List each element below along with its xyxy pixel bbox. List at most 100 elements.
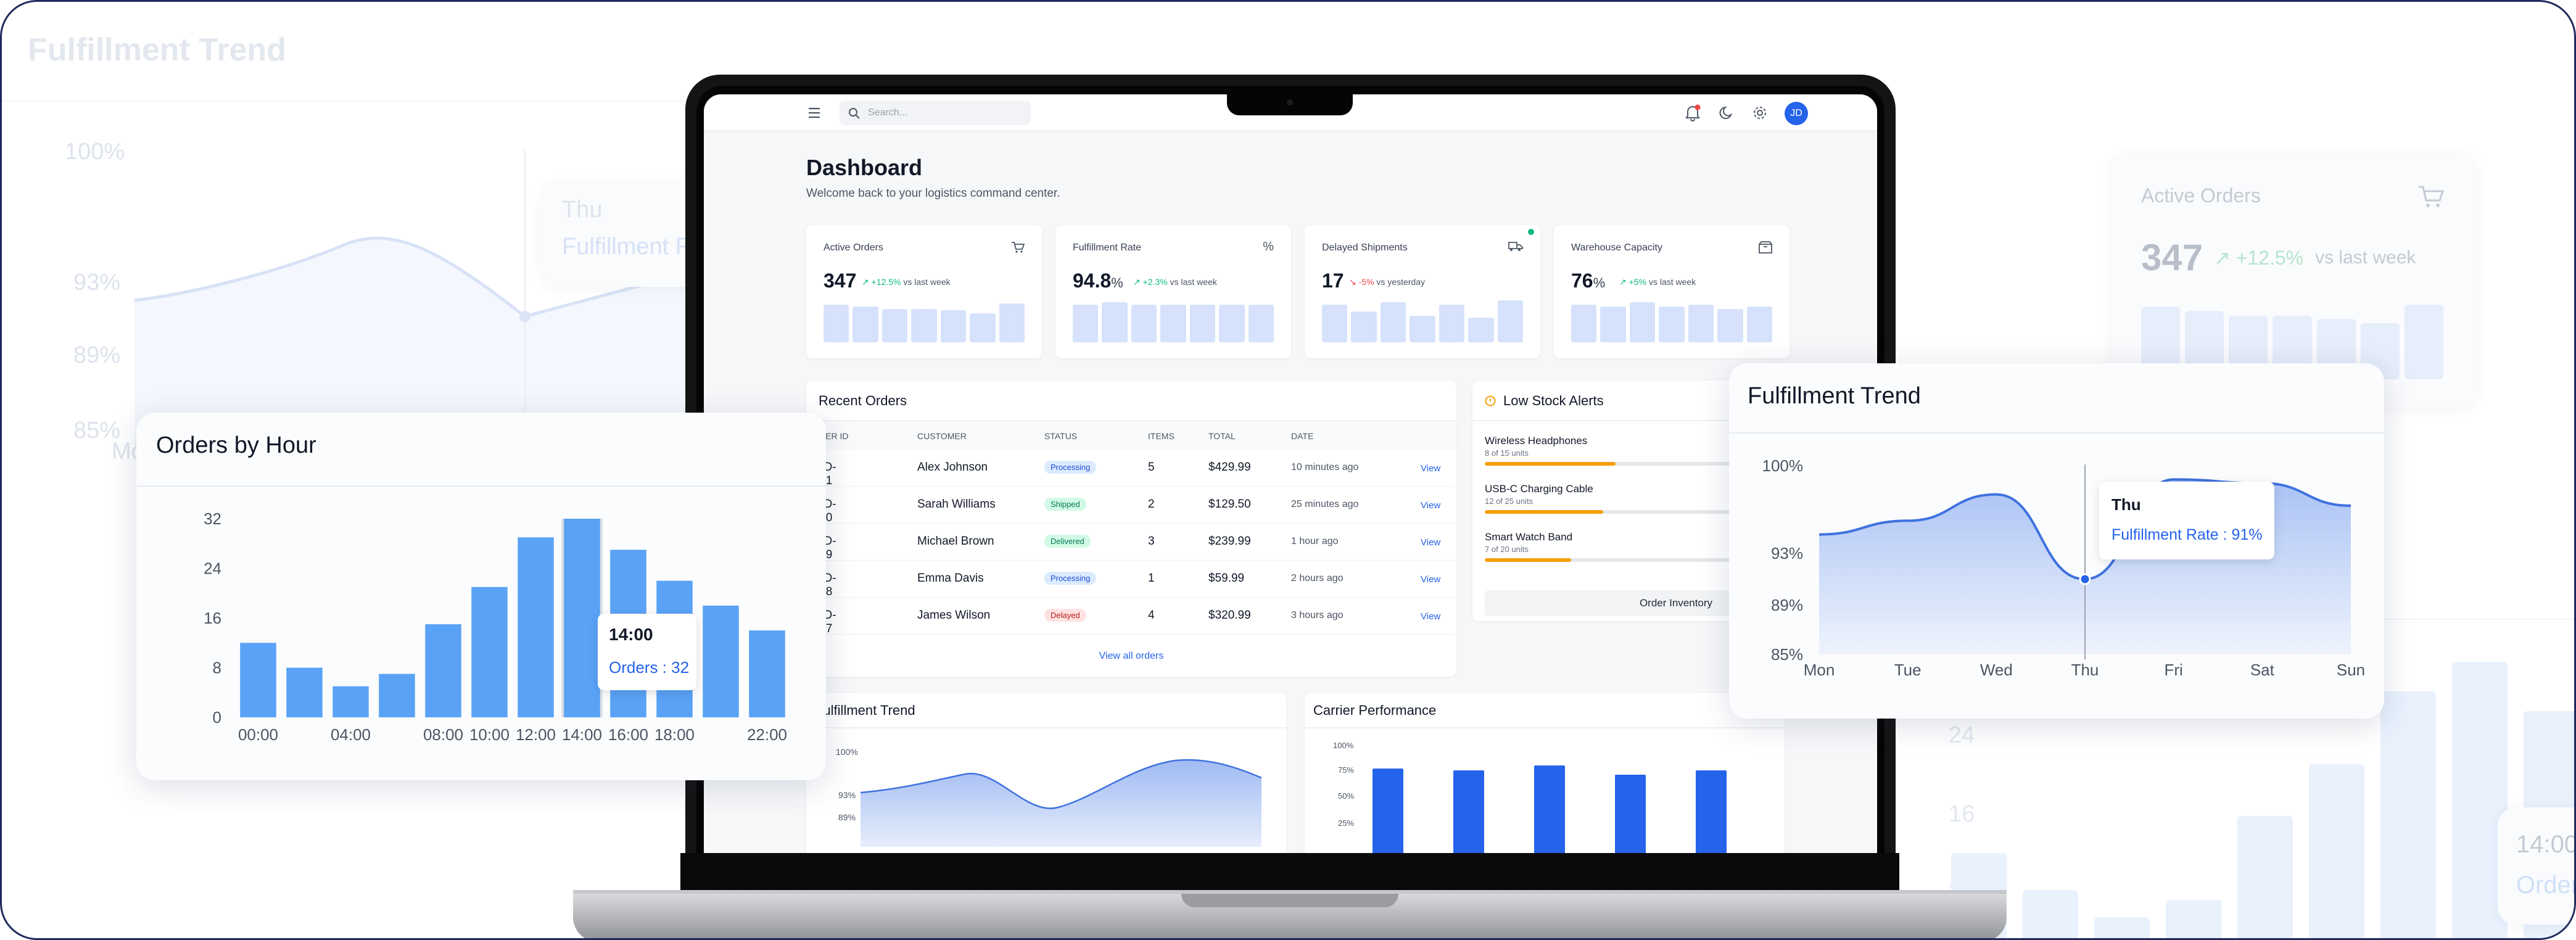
column-date: DATE [1291,431,1314,441]
bar [2380,691,2436,938]
background-active-orders-bars [2141,302,2443,379]
bar-02:00[interactable] [286,667,323,718]
hover-point[interactable] [2079,573,2091,585]
cart-icon [1012,242,1025,253]
carrier-bar [1373,768,1403,853]
search-input[interactable]: Search... [840,101,1031,125]
customer-cell: Alex Johnson [917,461,988,474]
mini-bar [1746,307,1772,342]
menu-icon[interactable] [807,107,821,119]
stat-change: ↗ +5% vs last week [1619,277,1696,287]
view-order-link[interactable]: View [1421,537,1441,548]
bar-08:00[interactable] [425,624,461,717]
stat-unit: % [1593,275,1606,291]
mini-bar [1073,304,1099,342]
status-badge: Delayed [1044,609,1086,622]
laptop-screen: Search... JD Dashboard Welcome back to y… [704,94,1877,853]
bar-06:00[interactable] [379,674,415,717]
y-tick-label: 85% [1771,645,1803,664]
stat-change-note: vs last week [903,277,951,287]
stat-card-active-orders[interactable]: Active Orders 347 ↗ +12.5% vs last week [806,225,1042,358]
divider [806,727,1286,728]
moon-icon[interactable] [1719,105,1734,120]
stat-card-warehouse-capacity[interactable]: Warehouse Capacity 76% ↗ +5% vs last wee… [1554,225,1790,358]
gear-icon[interactable] [1752,105,1767,120]
background-orders-tick-24: 24 [1949,722,1975,748]
bar-20:00[interactable] [703,605,739,717]
view-all-orders-link[interactable]: View all orders [1099,651,1164,661]
stat-card-delayed-shipments[interactable]: Delayed Shipments 17 ↘ -5% vs yesterday [1305,225,1540,358]
view-order-link[interactable]: View [1421,500,1441,511]
view-order-link[interactable]: View [1421,611,1441,622]
x-tick-label: 12:00 [516,725,556,744]
stat-change-note: vs last week [1170,277,1217,287]
laptop-base-groove [1181,894,1398,907]
bar-00:00[interactable] [240,643,276,717]
column-items: ITEMS [1148,431,1174,441]
bar [2166,900,2221,938]
orders-bar-chart: 0 8 16 24 32 00:00 04:00 08:00 10:00 12:00 14:00 16… [204,509,787,744]
status-badge: Delivered [1044,535,1091,548]
mini-bar [911,309,937,342]
mini-bar [1439,304,1465,342]
y-tick-label: 32 [204,509,221,528]
bar [2404,305,2443,379]
x-tick-label: Sat [2250,661,2275,679]
background-tick-85: 85% [73,418,121,443]
x-tick-label: 16:00 [608,725,648,744]
bar-14:00[interactable] [564,519,600,717]
items-cell: 4 [1148,609,1155,622]
x-tick-label: Fri [2165,661,2183,679]
divider [136,485,826,487]
stat-mini-bars [1322,298,1523,342]
stock-item-detail: 7 of 20 units [1485,545,1529,554]
background-change-value: +12.5% [2235,247,2304,269]
x-tick-label: 04:00 [331,725,371,744]
bar-10:00[interactable] [471,587,508,717]
total-cell: $59.99 [1208,572,1245,585]
items-cell: 3 [1148,535,1155,548]
x-tick-label: Thu [2071,661,2099,679]
date-cell: 2 hours ago [1291,573,1344,583]
stock-item-name: Wireless Headphones [1485,435,1588,447]
mini-bar [1131,304,1157,342]
stock-level-track [1485,510,1732,514]
carrier-performance-panel: Carrier Performance 100% 75% 50% 25% [1305,693,1785,853]
bell-icon[interactable] [1685,104,1701,122]
x-tick-label: 18:00 [654,725,695,744]
total-cell: $429.99 [1208,461,1251,474]
low-stock-title: Low Stock Alerts [1503,393,1604,408]
background-active-orders-change: ↗ +12.5% [2214,247,2304,269]
fulfillment-area-chart: 100% 93% 89% 85%Mon Tue Wed Thu Fri Sat Sun [1762,456,2366,679]
camera-icon [1287,99,1293,105]
fulfillment-card-title: Fulfillment Trend [1748,383,1921,409]
y-tick-label: 8 [213,659,221,677]
bar-12:00[interactable] [518,537,554,717]
view-order-link[interactable]: View [1421,463,1441,474]
bar-22:00[interactable] [749,630,785,717]
bar-04:00[interactable] [332,686,369,717]
bar [2309,764,2364,938]
stat-card-fulfillment-rate[interactable]: Fulfillment Rate % 94.8% ↗ +2.3% vs last… [1055,225,1291,358]
mini-bar [1189,304,1216,342]
background-orders-tick-16: 16 [1949,801,1975,827]
items-cell: 5 [1148,461,1155,474]
divider [1305,727,1785,728]
background-active-orders-value: 347 [2141,237,2203,278]
avatar[interactable]: JD [1785,102,1808,125]
stat-change-value: +5% [1629,277,1647,287]
view-order-link[interactable]: View [1421,574,1441,585]
mini-bar [1219,304,1245,342]
x-tick-label: 00:00 [238,725,278,744]
orders-tooltip-time: 14:00 [609,625,653,644]
background-tooltip-day: Thu [562,197,603,223]
total-cell: $129.50 [1208,498,1251,511]
mini-bar [1248,304,1274,342]
stock-level-fill [1485,462,1616,466]
background-title: Fulfillment Trend [28,32,286,68]
